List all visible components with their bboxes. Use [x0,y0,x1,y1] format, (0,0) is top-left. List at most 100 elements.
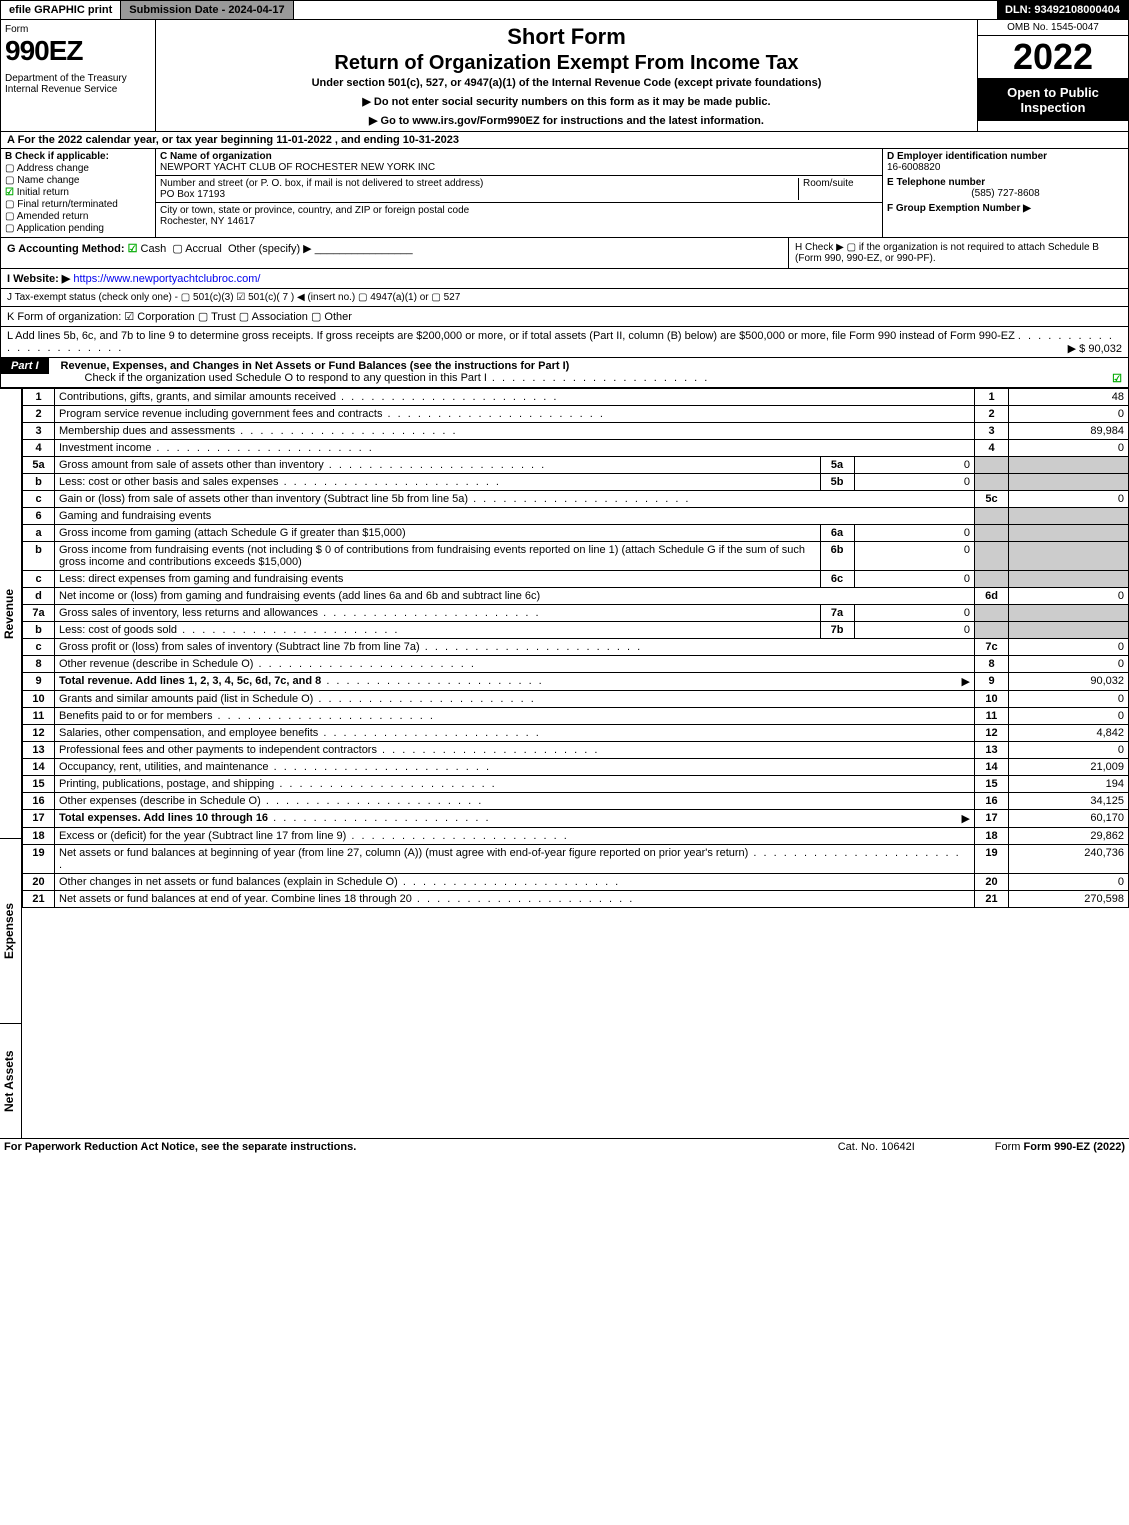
addr-block: Number and street (or P. O. box, if mail… [156,176,882,203]
ein-lbl: D Employer identification number [887,151,1124,162]
table-row: aGross income from gaming (attach Schedu… [23,525,1129,542]
table-row: 17Total expenses. Add lines 10 through 1… [23,810,1129,828]
table-row: 4Investment income40 [23,440,1129,457]
section-g: G Accounting Method: ☑ Cash ▢ Accrual Ot… [1,238,788,268]
table-row: bLess: cost of goods sold7b0 [23,622,1129,639]
lines-table: 1Contributions, gifts, grants, and simil… [22,388,1129,908]
l-text: L Add lines 5b, 6c, and 7b to line 9 to … [7,330,1015,342]
side-expenses: Expenses [0,838,22,1023]
efile-print-label[interactable]: efile GRAPHIC print [1,1,121,19]
side-revenue: Revenue [0,388,22,838]
table-row: 14Occupancy, rent, utilities, and mainte… [23,759,1129,776]
goto-note: ▶ Go to www.irs.gov/Form990EZ for instru… [164,114,969,127]
omb-number: OMB No. 1545-0047 [978,20,1128,36]
g-label: G Accounting Method: [7,243,125,255]
section-def: D Employer identification number 16-6008… [883,149,1128,237]
table-row: 3Membership dues and assessments389,984 [23,423,1129,440]
website-link[interactable]: https://www.newportyachtclubroc.com/ [73,273,260,285]
tax-year: 2022 [978,36,1128,79]
part1-body: Revenue Expenses Net Assets 1Contributio… [0,388,1129,1138]
dln: DLN: 93492108000404 [997,1,1128,19]
addr-lbl: Number and street (or P. O. box, if mail… [160,178,483,189]
side-netassets: Net Assets [0,1023,22,1138]
header-left: Form 990EZ Department of the Treasury In… [1,20,156,131]
section-c: C Name of organization NEWPORT YACHT CLU… [156,149,883,237]
table-row: bLess: cost or other basis and sales exp… [23,474,1129,491]
table-row: cGross profit or (loss) from sales of in… [23,639,1129,656]
table-row: 13Professional fees and other payments t… [23,742,1129,759]
org-city: Rochester, NY 14617 [160,216,255,227]
table-row: 9Total revenue. Add lines 1, 2, 3, 4, 5c… [23,673,1129,691]
table-row: 21Net assets or fund balances at end of … [23,891,1129,908]
section-b: B Check if applicable: ▢ Address change … [1,149,156,237]
c-name-lbl: C Name of organization [160,151,272,162]
section-k: K Form of organization: ☑ Corporation ▢ … [0,307,1129,327]
ssn-note: ▶ Do not enter social security numbers o… [164,95,969,108]
submission-date: Submission Date - 2024-04-17 [121,1,293,19]
form-number: 990EZ [5,35,151,67]
chk-final-return[interactable]: ▢ Final return/terminated [5,199,151,210]
chk-cash-icon: ☑ [128,243,138,255]
footer-right: Form Form 990-EZ (2022) [995,1141,1125,1153]
table-row: 10Grants and similar amounts paid (list … [23,691,1129,708]
table-row: 15Printing, publications, postage, and s… [23,776,1129,793]
table-row: dNet income or (loss) from gaming and fu… [23,588,1129,605]
chk-address-change[interactable]: ▢ Address change [5,163,151,174]
part1-label: Part I [1,358,49,374]
under-section: Under section 501(c), 527, or 4947(a)(1)… [164,77,969,89]
table-row: 18Excess or (deficit) for the year (Subt… [23,828,1129,845]
table-row: 2Program service revenue including gover… [23,406,1129,423]
city-block: City or town, state or province, country… [156,203,882,229]
g-other[interactable]: Other (specify) ▶ [228,243,312,255]
table-row: 5aGross amount from sale of assets other… [23,457,1129,474]
table-row: bGross income from fundraising events (n… [23,542,1129,571]
section-bcd: B Check if applicable: ▢ Address change … [0,149,1129,238]
table-row: 1Contributions, gifts, grants, and simil… [23,389,1129,406]
org-name-block: C Name of organization NEWPORT YACHT CLU… [156,149,882,176]
header-right: OMB No. 1545-0047 2022 Open to Public In… [978,20,1128,131]
part1-sub: Check if the organization used Schedule … [55,372,487,384]
section-gh: G Accounting Method: ☑ Cash ▢ Accrual Ot… [0,238,1129,269]
tel-value: (585) 727-8608 [887,188,1124,199]
g-accrual[interactable]: Accrual [185,243,222,255]
i-label: I Website: ▶ [7,273,70,285]
page-footer: For Paperwork Reduction Act Notice, see … [0,1138,1129,1155]
tel-lbl: E Telephone number [887,177,1124,188]
form-label: Form [5,24,151,35]
g-cash[interactable]: Cash [141,243,167,255]
city-lbl: City or town, state or province, country… [160,205,469,216]
short-form-title: Short Form [164,24,969,50]
chk-app-pending[interactable]: ▢ Application pending [5,223,151,234]
open-public-badge: Open to Public Inspection [978,79,1128,121]
header-center: Short Form Return of Organization Exempt… [156,20,978,131]
table-row: 7aGross sales of inventory, less returns… [23,605,1129,622]
chk-amended-return[interactable]: ▢ Amended return [5,211,151,222]
org-name: NEWPORT YACHT CLUB OF ROCHESTER NEW YORK… [160,162,435,173]
org-address: PO Box 17193 [160,189,225,200]
line-a: A For the 2022 calendar year, or tax yea… [0,132,1129,149]
table-row: 6Gaming and fundraising events [23,508,1129,525]
room-lbl: Room/suite [798,178,878,200]
chk-initial-return[interactable]: ☑ Initial return [5,187,151,198]
return-title: Return of Organization Exempt From Incom… [164,52,969,75]
group-exempt-lbl: F Group Exemption Number ▶ [887,203,1124,214]
section-i: I Website: ▶ https://www.newportyachtclu… [0,269,1129,289]
l-amount: ▶ $ 90,032 [1068,342,1122,355]
section-j: J Tax-exempt status (check only one) - ▢… [0,289,1129,307]
b-title: B Check if applicable: [5,151,151,162]
form-header: Form 990EZ Department of the Treasury In… [0,20,1129,132]
table-row: cGain or (loss) from sale of assets othe… [23,491,1129,508]
part1-check-icon: ☑ [1112,372,1122,385]
table-row: 8Other revenue (describe in Schedule O)8… [23,656,1129,673]
table-row: 20Other changes in net assets or fund ba… [23,874,1129,891]
table-row: 19Net assets or fund balances at beginni… [23,845,1129,874]
chk-name-change[interactable]: ▢ Name change [5,175,151,186]
section-h: H Check ▶ ▢ if the organization is not r… [788,238,1128,268]
table-row: cLess: direct expenses from gaming and f… [23,571,1129,588]
part1-header: Part I Revenue, Expenses, and Changes in… [0,358,1129,388]
top-bar: efile GRAPHIC print Submission Date - 20… [0,0,1129,20]
table-row: 12Salaries, other compensation, and empl… [23,725,1129,742]
section-l: L Add lines 5b, 6c, and 7b to line 9 to … [0,327,1129,358]
dept-label: Department of the Treasury Internal Reve… [5,73,151,95]
footer-left: For Paperwork Reduction Act Notice, see … [4,1141,838,1153]
